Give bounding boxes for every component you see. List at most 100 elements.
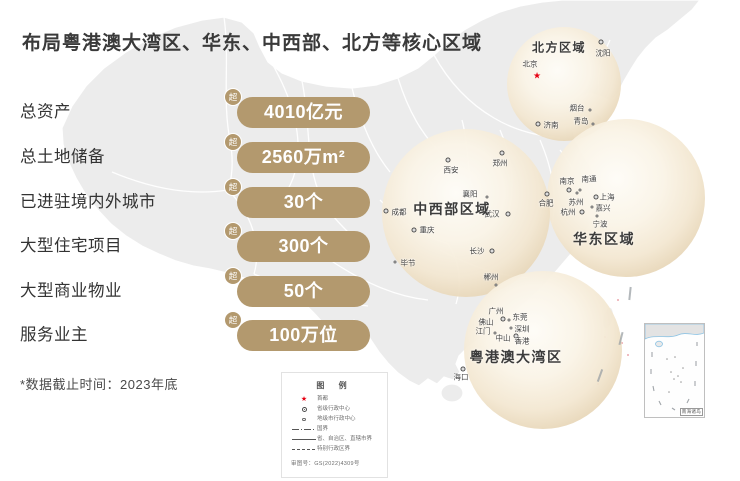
legend-symbol (291, 439, 317, 440)
minor-marker-烟台 (588, 108, 592, 112)
major-marker-广州 (500, 316, 506, 322)
major-marker-合肥 (544, 191, 550, 197)
over-badge: 超 (224, 178, 242, 196)
city-label-嘉兴: 嘉兴 (595, 203, 611, 213)
minor-marker-深圳 (509, 326, 513, 330)
major-marker-济南 (535, 121, 541, 127)
legend-symbol (291, 429, 317, 430)
city-label-苏州: 苏州 (568, 197, 584, 207)
major-marker-长沙 (489, 248, 495, 254)
capital-marker-北京: ★ (532, 70, 542, 81)
stat-value-pill: 4010亿元超 (224, 88, 370, 128)
stat-value-pill: 50个超 (224, 267, 370, 307)
stat-row: 已进驻境内外城市 30个超 (20, 178, 370, 218)
city-label-青岛: 青岛 (573, 116, 589, 126)
city-label-宁波: 宁波 (592, 219, 608, 229)
legend-label: 国界 (317, 426, 329, 433)
city-label-香港: 香港 (514, 336, 530, 346)
stat-value-pill: 30个超 (224, 178, 370, 218)
stat-row: 大型商业物业 50个超 (20, 267, 370, 307)
minor-marker-毕节 (393, 260, 397, 264)
city-label-江门: 江门 (475, 326, 491, 336)
stat-row: 大型住宅项目 300个超 (20, 222, 370, 262)
over-badge: 超 (224, 88, 242, 106)
city-label-深圳: 深圳 (514, 324, 530, 334)
city-label-武汉: 武汉 (484, 209, 500, 219)
stat-label: 服务业主 (20, 326, 88, 344)
major-marker-重庆 (411, 227, 417, 233)
legend-row-minor: 地级市行政中心 (291, 416, 378, 423)
stat-value-pill: 300个超 (224, 222, 370, 262)
region-circle-中西部区域 (382, 129, 550, 297)
legend-label: 省级行政中心 (317, 406, 351, 413)
legend-row-line-sar: 特别行政区界 (291, 446, 378, 453)
major-marker-成都 (383, 208, 389, 214)
stat-label: 总土地储备 (20, 148, 105, 166)
line-province-icon (292, 439, 316, 440)
region-label: 粤港澳大湾区 (469, 349, 563, 365)
region-circle-华东区域 (547, 119, 705, 277)
major-marker-中山 (513, 333, 519, 339)
city-label-东莞: 东莞 (512, 312, 528, 322)
city-label-毕节: 毕节 (400, 258, 416, 268)
region-label: 华东区域 (573, 231, 635, 247)
city-label-长沙: 长沙 (469, 246, 485, 256)
over-badge: 超 (224, 133, 242, 151)
city-label-沈阳: 沈阳 (595, 48, 611, 58)
city-label-成都: 成都 (391, 207, 407, 217)
stat-label: 大型商业物业 (20, 282, 122, 300)
city-label-郴州: 郴州 (483, 272, 499, 282)
city-center-icon (302, 417, 306, 422)
city-label-北京: 北京 (522, 59, 538, 69)
legend-label: 省、自治区、直辖市界 (317, 436, 373, 443)
stat-row: 总资产 4010亿元超 (20, 88, 370, 128)
legend-label: 地级市行政中心 (317, 416, 356, 423)
stat-value-pill: 100万位超 (224, 311, 370, 351)
provincial-center-icon (301, 407, 307, 412)
stat-row: 服务业主 100万位超 (20, 311, 370, 351)
major-marker-杭州 (579, 209, 585, 215)
stat-label: 已进驻境内外城市 (20, 193, 156, 211)
legend-label: 特别行政区界 (317, 446, 351, 453)
over-badge: 超 (224, 311, 242, 329)
line-sar-icon (292, 449, 316, 450)
major-marker-武汉 (505, 211, 511, 217)
major-marker-沈阳 (598, 39, 604, 45)
city-label-南京: 南京 (559, 176, 575, 186)
hainan-island (440, 383, 464, 403)
stat-value-pill: 2560万m² 超 (224, 133, 370, 173)
legend-symbol: ★ (291, 396, 317, 403)
legend-rows: ★ 首都省级行政中心 地级市行政中心 国界省、自治区、直辖市界 特别行政区界 (291, 396, 378, 453)
minor-marker-东莞 (507, 318, 511, 322)
page-title: 布局粤港澳大湾区、华东、中西部、北方等核心区域 (22, 33, 483, 54)
major-marker-郑州 (499, 150, 505, 156)
region-label: 中西部区域 (413, 201, 491, 217)
over-badge: 超 (224, 222, 242, 240)
region-circle-粤港澳大湾区 (464, 271, 622, 429)
city-label-杭州: 杭州 (560, 207, 576, 217)
legend-row-major: 省级行政中心 (291, 406, 378, 413)
city-label-襄阳: 襄阳 (462, 189, 478, 199)
region-label: 北方区域 (531, 40, 587, 55)
stat-label: 大型住宅项目 (20, 237, 122, 255)
inset-label: 南海诸岛 (679, 408, 703, 416)
minor-marker-南通 (578, 188, 582, 192)
south-china-sea-inset: 南海诸岛 (644, 323, 705, 418)
city-label-南通: 南通 (581, 174, 597, 184)
minor-marker-青岛 (591, 122, 595, 126)
city-label-烟台: 烟台 (569, 103, 585, 113)
city-label-中山: 中山 (495, 333, 511, 343)
minor-marker-嘉兴 (590, 205, 594, 209)
minor-marker-襄阳 (485, 195, 489, 199)
major-marker-海口 (460, 366, 466, 372)
map-legend: 图 例 ★ 首都 省级行政中心 地级市行政中心 国界 省、自治区、直辖市界 特别行政区界 审… (281, 372, 388, 478)
city-label-佛山: 佛山 (478, 317, 494, 327)
minor-marker-江门 (493, 331, 497, 335)
legend-row-star: ★ 首都 (291, 396, 378, 403)
major-marker-上海 (593, 194, 599, 200)
minor-marker-苏州 (575, 191, 579, 195)
map-approval-number: 审图号：GS(2022)4309号 (291, 461, 360, 467)
city-label-广州: 广州 (488, 306, 504, 316)
city-label-合肥: 合肥 (538, 198, 554, 208)
city-label-郑州: 郑州 (492, 158, 508, 168)
